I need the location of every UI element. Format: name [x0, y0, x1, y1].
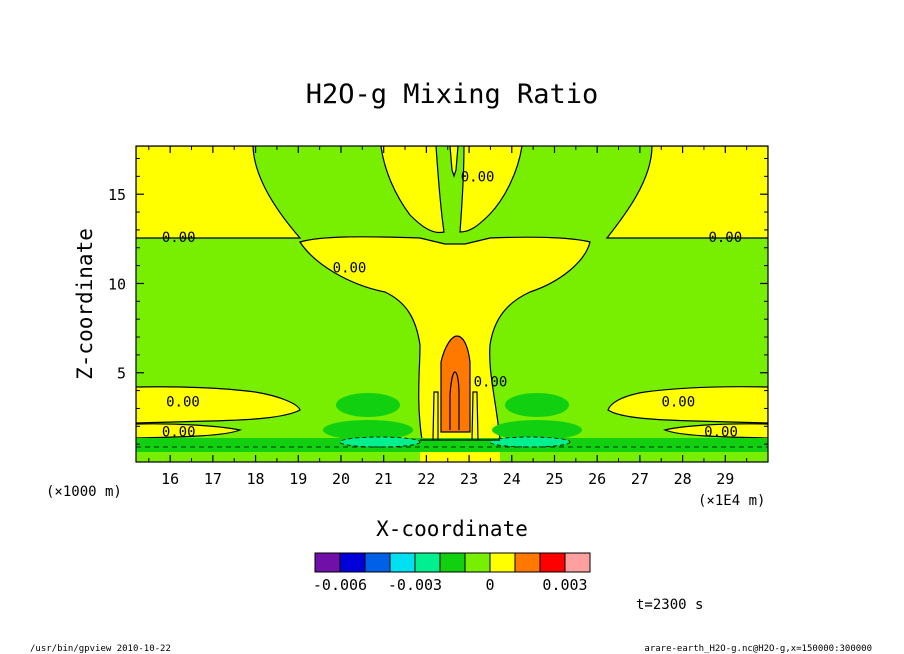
yellow-band-bottom-left: [136, 423, 243, 439]
contour-label: 0.00: [162, 230, 196, 246]
orange-core: [440, 335, 471, 433]
teal-lens-right: [489, 436, 571, 448]
colorbar-swatch: [389, 552, 416, 573]
colorbar: -0.006 -0.003 0 0.003: [313, 552, 591, 594]
plot-frame: [135, 145, 769, 463]
colorbar-swatch: [564, 552, 591, 573]
x-axis-label: X-coordinate: [376, 517, 528, 541]
colorbar-swatch: [489, 552, 516, 573]
x-tick-label: 20: [332, 470, 350, 488]
core-contour-left: [432, 391, 439, 441]
core-contour-right: [471, 391, 479, 441]
yellow-floor-center: [420, 452, 500, 462]
colorbar-swatch: [414, 552, 441, 573]
x-tick-label: 23: [460, 470, 478, 488]
y-tick-label: 10: [108, 275, 126, 293]
colorbar-swatch: [514, 552, 541, 573]
x-tick-label: 17: [204, 470, 222, 488]
colorbar-swatch: [439, 552, 466, 573]
contour-label: 0.00: [461, 169, 495, 185]
footer-right: arare-earth_H2O-g.nc@H2O-g,x=150000:3000…: [644, 644, 872, 654]
green-strip-bottom: [136, 438, 768, 452]
yellow-region-plume: [299, 236, 591, 441]
yellow-band-lower-right: [607, 386, 768, 424]
yellow-region-upper-left: [136, 146, 302, 239]
colorbar-tick-label: 0.003: [542, 576, 587, 594]
x-tick-label: 25: [545, 470, 563, 488]
footer-left: /usr/bin/gpview 2010-10-22: [30, 644, 171, 654]
x-tick-label: 18: [247, 470, 265, 488]
x-axis-ticks: 16 17 18 19 20 21 22 23 24 25 26 27 28 29: [148, 146, 748, 488]
green-lens-upper-right: [505, 393, 569, 417]
contour-label: 0.00: [474, 375, 508, 391]
colorbar-swatch: [339, 552, 366, 573]
x-tick-label: 28: [674, 470, 692, 488]
colorbar-swatch: [539, 552, 566, 573]
contour-label: 0.00: [704, 425, 738, 441]
chart-title: H2O-g Mixing Ratio: [306, 79, 599, 110]
y-tick-label: 5: [117, 365, 126, 383]
x-unit-label: (×1E4 m): [698, 493, 765, 509]
x-tick-label: 27: [631, 470, 649, 488]
colorbar-swatch: [314, 552, 341, 573]
teal-lens-left: [339, 436, 421, 448]
contour-label: 0.00: [333, 260, 367, 276]
yellow-spike-top: [449, 146, 459, 178]
y-axis-ticks: 5 10 15: [108, 157, 768, 445]
contour-labels: 0.00 0.00 0.00 0.00 0.00 0.00 0.00 0.00 0.00: [162, 169, 742, 441]
core-contour-inner: [449, 371, 460, 430]
x-tick-label: 24: [503, 470, 521, 488]
colorbar-swatch: [364, 552, 391, 573]
y-unit-label: (×1000 m): [46, 484, 122, 500]
green-lens-lower-left: [323, 420, 413, 440]
yellow-band-lower-left: [136, 386, 301, 424]
green-lens-upper-left: [336, 393, 400, 417]
yellow-region-upper-center-right: [459, 146, 523, 233]
yellow-region-upper-right: [605, 146, 768, 239]
contour-label: 0.00: [166, 394, 200, 410]
contour-label: 0.00: [162, 425, 196, 441]
green-lens-lower-right: [492, 420, 582, 440]
contour-field: [136, 146, 768, 462]
x-tick-label: 16: [161, 470, 179, 488]
x-tick-label: 21: [375, 470, 393, 488]
x-tick-label: 19: [289, 470, 307, 488]
yellow-region-upper-center-left: [380, 146, 445, 234]
y-axis-label: Z-coordinate: [73, 228, 97, 380]
colorbar-tick-label: 0: [485, 576, 494, 594]
contour-label: 0.00: [661, 394, 695, 410]
x-tick-label: 29: [716, 470, 734, 488]
y-tick-label: 15: [108, 186, 126, 204]
colorbar-tick-label: -0.003: [388, 576, 442, 594]
yellow-band-bottom-right: [663, 423, 768, 439]
x-tick-label: 22: [417, 470, 435, 488]
colorbar-swatch: [464, 552, 491, 573]
x-tick-label: 26: [588, 470, 606, 488]
time-label: t=2300 s: [636, 597, 703, 613]
contour-label: 0.00: [708, 230, 742, 246]
colorbar-tick-label: -0.006: [313, 576, 367, 594]
